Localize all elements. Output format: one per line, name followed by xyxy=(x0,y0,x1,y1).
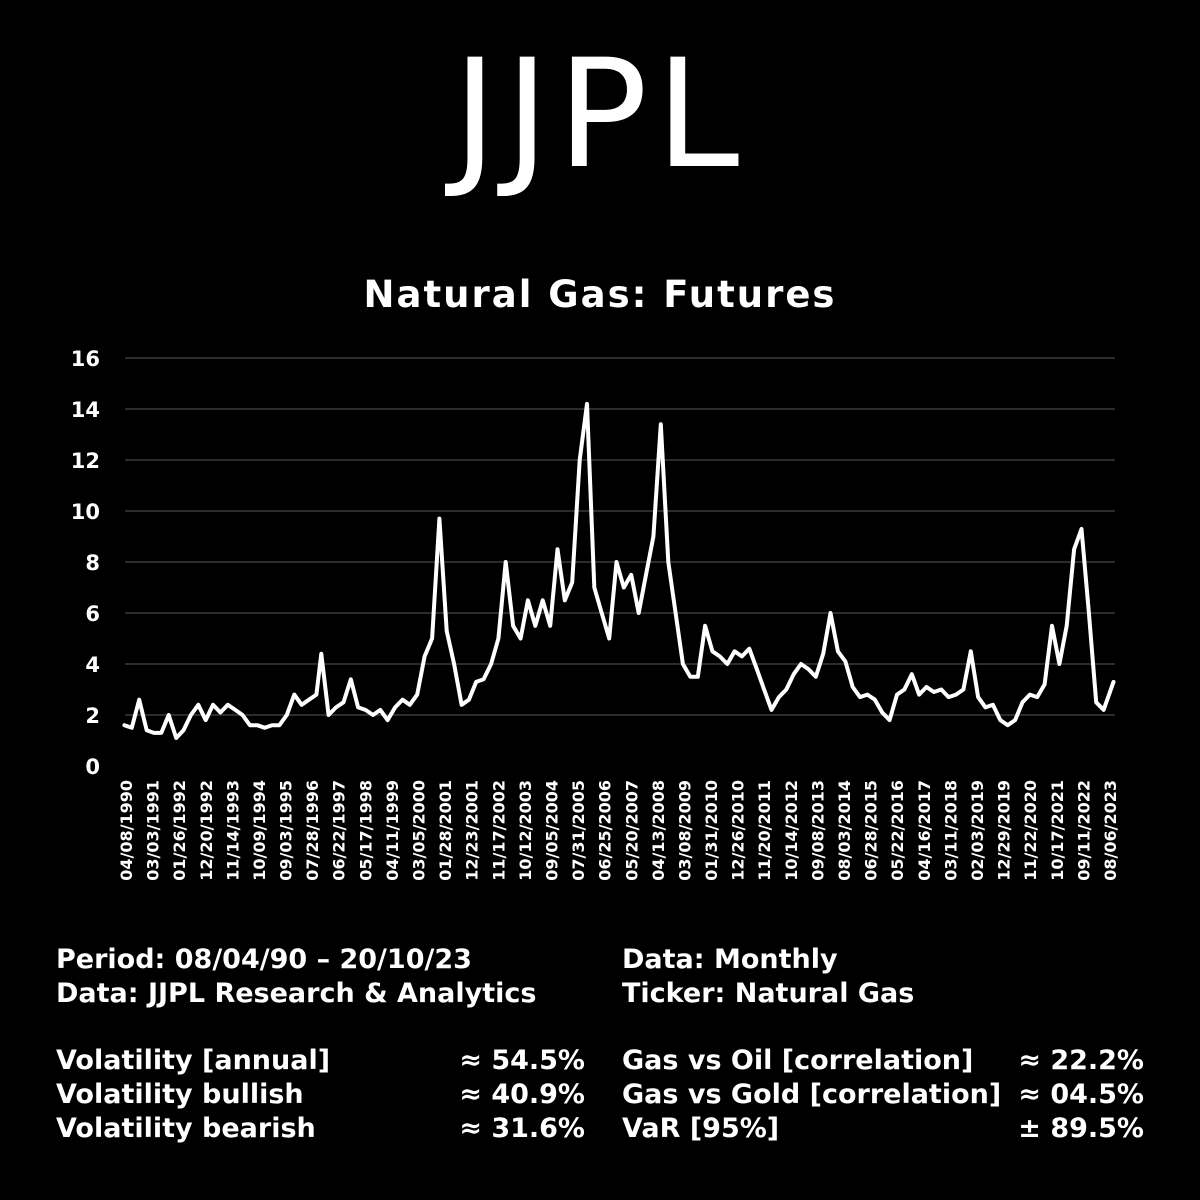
x-tick-label: 04/16/2017 xyxy=(915,780,934,881)
y-tick-label: 8 xyxy=(85,551,100,575)
x-tick-label: 07/28/1996 xyxy=(303,780,322,881)
y-tick-label: 0 xyxy=(85,755,100,779)
x-tick-label: 04/08/1990 xyxy=(117,780,136,881)
brand-logo-text: JJPL xyxy=(452,28,748,202)
x-tick-label: 11/14/1993 xyxy=(223,780,242,881)
x-tick-label: 10/09/1994 xyxy=(250,780,269,881)
x-tick-label: 08/06/2023 xyxy=(1101,780,1120,881)
x-tick-label: 02/03/2019 xyxy=(968,780,987,881)
x-axis-ticks: 04/08/1990 03/03/1991 01/26/1992 12/20/1992… xyxy=(117,780,1120,881)
x-tick-label: 09/11/2022 xyxy=(1074,780,1093,881)
x-tick-label: 01/31/2010 xyxy=(702,780,721,881)
x-tick-label: 05/20/2007 xyxy=(622,780,641,881)
x-tick-label: 12/29/2019 xyxy=(995,780,1014,881)
stat-value-volatility-bullish: ≈ 40.9% xyxy=(459,1079,585,1110)
y-axis-ticks: 0 2 4 6 8 10 12 14 16 xyxy=(71,347,100,779)
y-tick-label: 12 xyxy=(71,449,100,473)
x-tick-label: 08/03/2014 xyxy=(835,780,854,881)
x-tick-label: 01/26/1992 xyxy=(170,780,189,881)
stat-value-gas-vs-gold: ≈ 04.5% xyxy=(1018,1079,1144,1110)
stat-value-volatility-bearish: ≈ 31.6% xyxy=(459,1113,585,1144)
x-tick-label: 06/25/2006 xyxy=(596,780,615,881)
x-tick-label: 09/08/2013 xyxy=(808,780,827,881)
series-layer xyxy=(122,401,1116,740)
y-tick-label: 2 xyxy=(85,704,100,728)
stat-value-var-95: ± 89.5% xyxy=(1018,1113,1144,1144)
stat-label-volatility-bullish: Volatility bullish xyxy=(56,1079,304,1110)
x-tick-label: 03/11/2018 xyxy=(941,780,960,881)
period-text: Period: 08/04/90 – 20/10/23 xyxy=(56,944,472,975)
y-tick-label: 10 xyxy=(71,500,100,524)
x-tick-label: 10/17/2021 xyxy=(1048,780,1067,881)
y-tick-label: 6 xyxy=(85,602,100,626)
chart-title: Natural Gas: Futures xyxy=(364,273,837,316)
x-tick-label: 11/20/2011 xyxy=(755,780,774,881)
futures-chart: Natural Gas: Futures 0 2 4 6 8 10 12 14 16 04/08… xyxy=(71,273,1120,881)
x-tick-label: 11/22/2020 xyxy=(1021,780,1040,881)
y-tick-label: 14 xyxy=(71,398,100,422)
x-tick-label: 12/20/1992 xyxy=(197,780,216,881)
x-tick-label: 06/22/1997 xyxy=(330,780,349,881)
x-tick-label: 05/22/2016 xyxy=(888,780,907,881)
frequency-text: Data: Monthly xyxy=(622,944,838,975)
series-line xyxy=(122,401,1116,740)
x-tick-label: 09/05/2004 xyxy=(542,780,561,881)
source-text: Data: JJPL Research & Analytics xyxy=(56,978,537,1009)
y-tick-label: 16 xyxy=(71,347,100,371)
stat-label-gas-vs-gold: Gas vs Gold [correlation] xyxy=(622,1079,1002,1110)
x-tick-label: 06/28/2015 xyxy=(862,780,881,881)
gridlines xyxy=(125,357,1115,716)
stat-value-gas-vs-oil: ≈ 22.2% xyxy=(1018,1045,1144,1076)
x-tick-label: 01/28/2001 xyxy=(436,780,455,881)
stat-label-gas-vs-oil: Gas vs Oil [correlation] xyxy=(622,1045,974,1076)
x-tick-label: 07/31/2005 xyxy=(569,780,588,881)
x-tick-label: 11/17/2002 xyxy=(489,780,508,881)
x-tick-label: 12/23/2001 xyxy=(463,780,482,881)
x-tick-label: 04/13/2008 xyxy=(649,780,668,881)
x-tick-label: 12/26/2010 xyxy=(729,780,748,881)
stat-value-volatility-annual: ≈ 54.5% xyxy=(459,1045,585,1076)
x-tick-label: 09/03/1995 xyxy=(277,780,296,881)
y-tick-label: 4 xyxy=(85,653,100,677)
stat-label-var-95: VaR [95%] xyxy=(622,1113,780,1144)
x-tick-label: 03/03/1991 xyxy=(144,780,163,881)
x-tick-label: 03/05/2000 xyxy=(410,780,429,881)
x-tick-label: 04/11/1999 xyxy=(383,780,402,881)
stat-label-volatility-annual: Volatility [annual] xyxy=(56,1045,331,1076)
x-tick-label: 10/12/2003 xyxy=(516,780,535,881)
stat-label-volatility-bearish: Volatility bearish xyxy=(56,1113,316,1144)
x-tick-label: 10/14/2012 xyxy=(782,780,801,881)
x-tick-label: 05/17/1998 xyxy=(356,780,375,881)
ticker-text: Ticker: Natural Gas xyxy=(622,978,915,1009)
x-tick-label: 03/08/2009 xyxy=(675,780,694,881)
